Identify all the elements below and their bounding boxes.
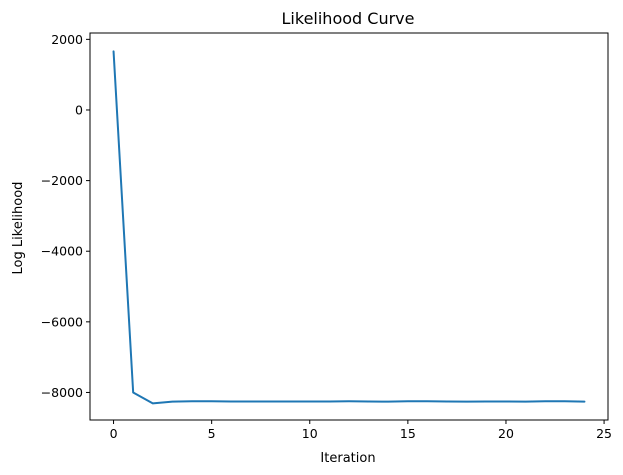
x-tick-label: 20 (498, 426, 514, 441)
y-tick-label: −2000 (41, 173, 83, 188)
y-tick-label: 2000 (51, 32, 83, 47)
y-tick-label: 0 (75, 102, 83, 117)
x-tick-label: 10 (302, 426, 318, 441)
x-tick-label: 0 (110, 426, 118, 441)
series-line-0 (112, 50, 586, 405)
y-axis-label: Log Likelihood (11, 182, 26, 275)
x-axis-label: Iteration (320, 451, 375, 466)
x-tick-label: 5 (208, 426, 216, 441)
chart-title: Likelihood Curve (282, 9, 415, 28)
y-tick-label: −8000 (41, 385, 83, 400)
y-tick-label: −6000 (41, 314, 83, 329)
x-tick-label: 25 (596, 426, 612, 441)
y-tick-label: −4000 (41, 244, 83, 259)
axes-frame (89, 32, 609, 421)
x-tick-label: 15 (400, 426, 416, 441)
plot-area: 0 5 10 15 20 25 2000 0 −2000 −4000 −6000 −8000 (41, 32, 612, 441)
